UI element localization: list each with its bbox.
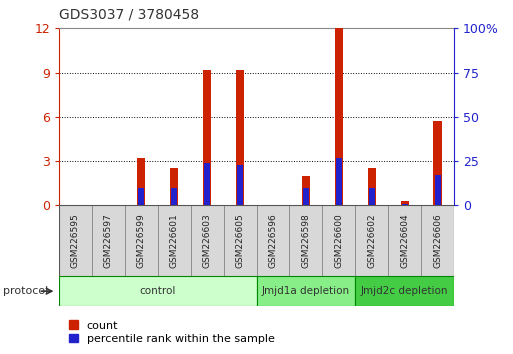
Text: control: control [140, 286, 176, 296]
Bar [355, 205, 388, 276]
Bar [256, 205, 289, 276]
Bar [224, 205, 256, 276]
Bar [322, 205, 355, 276]
Text: GSM226605: GSM226605 [235, 213, 245, 268]
Text: GSM226597: GSM226597 [104, 213, 113, 268]
Bar [237, 165, 243, 205]
Text: GDS3037 / 3780458: GDS3037 / 3780458 [59, 7, 199, 21]
Bar [256, 276, 355, 306]
Bar [402, 204, 408, 205]
Bar [369, 188, 374, 205]
Bar [125, 205, 158, 276]
Text: GSM226603: GSM226603 [203, 213, 212, 268]
Bar [236, 70, 244, 205]
Bar [433, 121, 442, 205]
Text: GSM226599: GSM226599 [137, 213, 146, 268]
Text: GSM226598: GSM226598 [301, 213, 310, 268]
Bar [191, 205, 224, 276]
Text: GSM226606: GSM226606 [433, 213, 442, 268]
Text: GSM226600: GSM226600 [334, 213, 343, 268]
Text: protocol: protocol [3, 286, 48, 296]
Bar [137, 158, 145, 205]
Bar [203, 70, 211, 205]
Text: GSM226604: GSM226604 [400, 213, 409, 268]
Bar [289, 205, 322, 276]
Bar [388, 205, 421, 276]
Bar [204, 163, 210, 205]
Text: GSM226595: GSM226595 [71, 213, 80, 268]
Bar [435, 175, 441, 205]
Bar [158, 205, 191, 276]
Bar [59, 205, 92, 276]
Bar [59, 276, 256, 306]
Bar [421, 205, 454, 276]
Bar [170, 169, 179, 205]
Bar [92, 205, 125, 276]
Bar [401, 201, 409, 205]
Bar [336, 158, 342, 205]
Text: Jmjd1a depletion: Jmjd1a depletion [262, 286, 350, 296]
Text: GSM226601: GSM226601 [170, 213, 179, 268]
Legend: count, percentile rank within the sample: count, percentile rank within the sample [65, 316, 279, 348]
Text: Jmjd2c depletion: Jmjd2c depletion [361, 286, 448, 296]
Bar [139, 188, 144, 205]
Bar [302, 176, 310, 205]
Bar [334, 28, 343, 205]
Bar [171, 188, 177, 205]
Text: GSM226602: GSM226602 [367, 213, 376, 268]
Bar [303, 188, 309, 205]
Bar [368, 169, 376, 205]
Bar [355, 276, 454, 306]
Text: GSM226596: GSM226596 [268, 213, 278, 268]
